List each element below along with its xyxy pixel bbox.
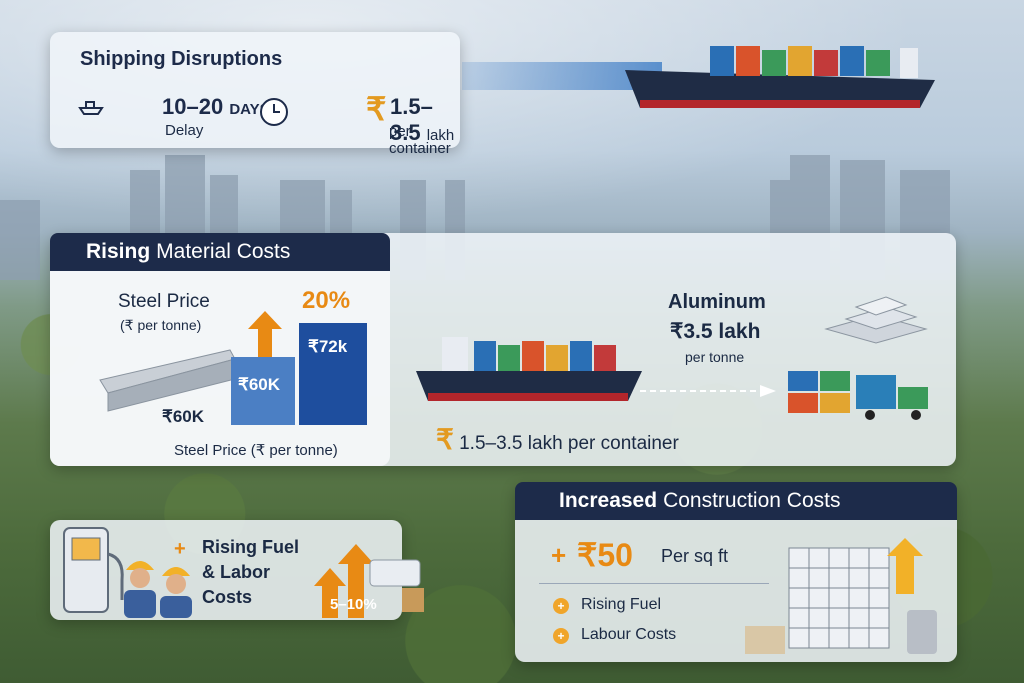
- construction-cost-value: ₹50: [577, 537, 633, 573]
- rupee-icon: ₹: [366, 91, 387, 127]
- delay-label: Delay: [165, 122, 204, 139]
- aluminum-ingots-image: [824, 296, 928, 344]
- fuel-label-line3: Costs: [202, 587, 253, 607]
- steel-bar-before-label: ₹60K: [238, 375, 281, 394]
- up-arrow-icon: [248, 311, 282, 357]
- cargo-ship-image: [625, 46, 935, 108]
- plus-bullet-icon: +: [553, 628, 569, 644]
- shipping-cost-unit: per container: [389, 123, 451, 157]
- material-title-rest: Material Costs: [156, 240, 291, 263]
- construction-title-bold: Increased: [559, 489, 658, 512]
- dashed-arrow-icon: [640, 385, 776, 397]
- fuel-increase-percent: 5–10%: [330, 596, 377, 613]
- aluminum-price: ₹3.5 lakh: [670, 320, 761, 343]
- workers-icon: [124, 561, 192, 618]
- appliance-box-icon: [369, 559, 424, 612]
- fuel-pump-icon: [63, 527, 124, 613]
- aluminum-unit: per tonne: [685, 349, 745, 365]
- material-costs-card: Rising Material Costs Steel Price (₹ per…: [50, 233, 956, 466]
- divider: [539, 583, 769, 584]
- construction-title-rest: Construction Costs: [663, 489, 841, 512]
- construction-costs-header: Increased Construction Costs: [515, 482, 957, 520]
- steel-bar-after-label: ₹72k: [308, 337, 348, 356]
- delay-days-value: 10–20 DAYS: [162, 94, 270, 120]
- fuel-plus-icon: +: [174, 538, 186, 560]
- building-construction-image: [745, 538, 937, 654]
- steel-increase-percent: 20%: [302, 287, 351, 314]
- aluminum-title: Aluminum: [668, 291, 766, 313]
- steel-bar-before: [231, 357, 295, 425]
- fuel-label-line1: Rising Fuel: [202, 537, 300, 557]
- material-costs-header: Rising Material Costs: [50, 233, 390, 271]
- up-arrows-icon: [314, 544, 374, 618]
- container-cost-text: ₹ 1.5–3.5 lakh per container: [436, 423, 679, 456]
- construction-costs-card: Increased Construction Costs + ₹50 Per s…: [515, 482, 957, 662]
- shipping-disruptions-card: Shipping Disruptions 10–20 DAYS Delay ₹ …: [50, 32, 460, 157]
- steel-beam-image: [99, 349, 236, 412]
- steel-price-caption: Steel Price (₹ per tonne): [174, 442, 338, 459]
- cargo-ship-image: [416, 337, 642, 401]
- plus-bullet-icon: +: [553, 598, 569, 614]
- construction-item: Rising Fuel: [581, 596, 662, 613]
- container-truck-image: [788, 371, 928, 420]
- container-cost-value: 1.5–3.5 lakh per container: [459, 433, 679, 454]
- fuel-labor-card: + Rising Fuel & Labor Costs 5–10%: [50, 520, 424, 620]
- construction-item: Labour Costs: [581, 626, 677, 643]
- steel-price-label: Steel Price: [118, 291, 210, 312]
- construction-plus-icon: +: [551, 540, 567, 570]
- delay-days-number: 10–20: [162, 94, 224, 119]
- construction-cost-unit: Per sq ft: [661, 546, 729, 566]
- shipping-cost-value: 1.5–3.5 lakh: [390, 94, 460, 146]
- material-title-bold: Rising: [86, 240, 151, 263]
- steel-price-label-base: ₹60K: [162, 407, 205, 426]
- shipping-cost-number: 1.5–3.5: [390, 94, 433, 145]
- clock-icon: [260, 98, 288, 126]
- shipping-title: Shipping Disruptions: [80, 48, 283, 70]
- steel-bar-after: [299, 323, 367, 425]
- rupee-icon: ₹: [436, 424, 454, 455]
- ship-icon: [78, 101, 104, 115]
- fuel-label-line2: & Labor: [202, 562, 271, 582]
- shipping-cost-lakh: lakh: [426, 127, 455, 144]
- delay-days-unit: DAYS: [229, 101, 270, 118]
- steel-price-unit: (₹ per tonne): [120, 317, 202, 333]
